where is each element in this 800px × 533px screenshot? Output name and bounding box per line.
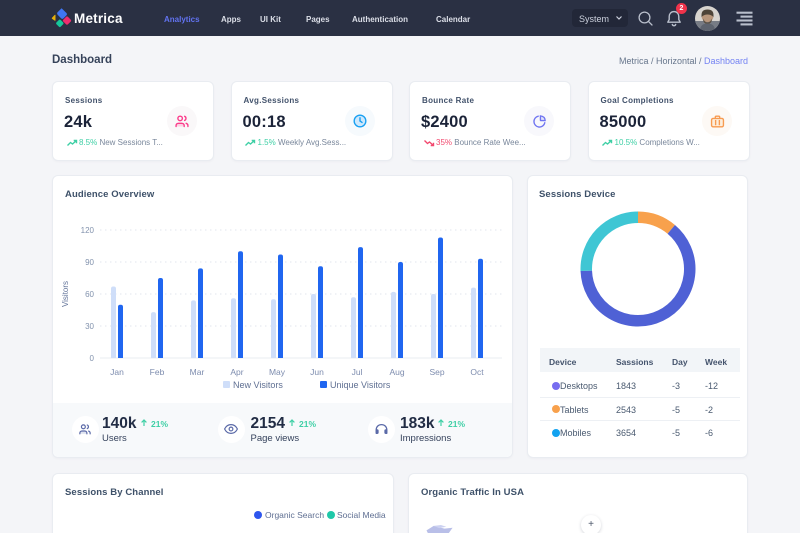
svg-text:Oct: Oct (470, 367, 484, 377)
svg-text:Feb: Feb (150, 367, 165, 377)
svg-text:60: 60 (85, 290, 94, 299)
svg-text:Aug: Aug (389, 367, 404, 377)
svg-text:May: May (269, 367, 286, 377)
svg-text:Jun: Jun (310, 367, 324, 377)
svg-text:0: 0 (90, 354, 95, 363)
svg-text:Sep: Sep (429, 367, 444, 377)
svg-text:90: 90 (85, 258, 94, 267)
svg-text:120: 120 (81, 226, 95, 235)
svg-text:Jul: Jul (352, 367, 363, 377)
svg-text:Apr: Apr (230, 367, 243, 377)
svg-text:30: 30 (85, 322, 94, 331)
svg-text:Mar: Mar (190, 367, 205, 377)
svg-text:Visitors: Visitors (61, 281, 70, 307)
svg-text:Jan: Jan (110, 367, 124, 377)
